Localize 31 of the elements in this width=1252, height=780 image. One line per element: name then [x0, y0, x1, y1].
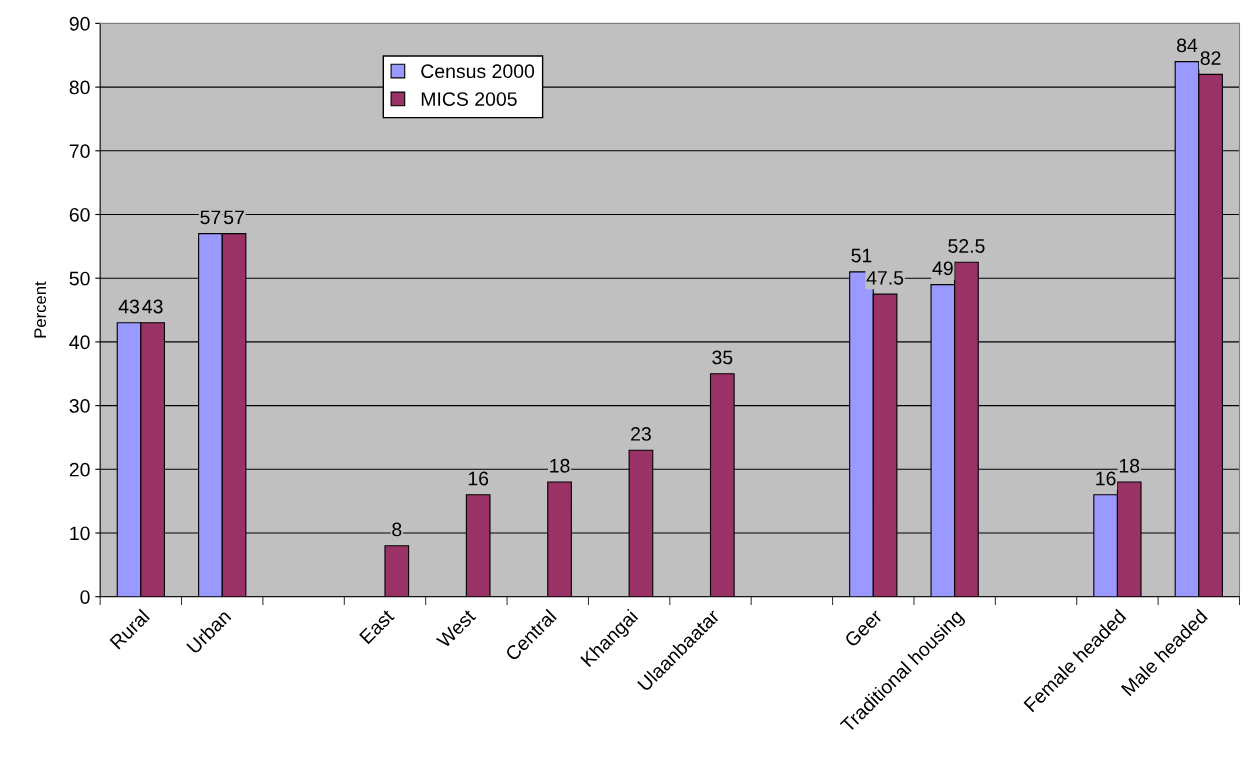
data-label: 57	[223, 210, 244, 225]
y-axis-title: Percent	[34, 281, 47, 338]
legend-label: MICS 2005	[421, 92, 517, 106]
y-tick-label: 30	[69, 399, 90, 413]
data-label: 18	[1119, 458, 1140, 473]
data-label: 18	[550, 458, 570, 473]
data-label: 57	[200, 210, 221, 225]
y-tick-label: 80	[69, 80, 90, 95]
y-tick-label: 0	[80, 590, 90, 604]
y-tick-label: 20	[69, 462, 90, 477]
bar	[384, 545, 410, 597]
y-tick-label: 10	[70, 526, 90, 541]
y-tick-label: 40	[69, 335, 90, 350]
y-tick-label: 90	[69, 16, 90, 31]
y-tick-label: 70	[69, 144, 90, 159]
data-label: 8	[392, 522, 402, 537]
legend-label: Census 2000	[421, 64, 535, 79]
data-label: 16	[468, 471, 489, 486]
data-label: 47.5	[866, 271, 904, 285]
data-label: 16	[1096, 471, 1116, 486]
data-label: 23	[631, 427, 651, 441]
data-label: 35	[712, 350, 733, 365]
data-label: 52.5	[948, 239, 985, 253]
y-tick-label: 50	[69, 271, 90, 286]
data-label: 43	[118, 299, 140, 314]
data-label: 84	[1177, 38, 1198, 53]
data-label: 82	[1200, 51, 1221, 65]
data-label: 43	[142, 299, 163, 314]
y-tick-label: 60	[69, 207, 90, 222]
data-label: 49	[932, 261, 953, 276]
data-label: 51	[851, 248, 872, 263]
